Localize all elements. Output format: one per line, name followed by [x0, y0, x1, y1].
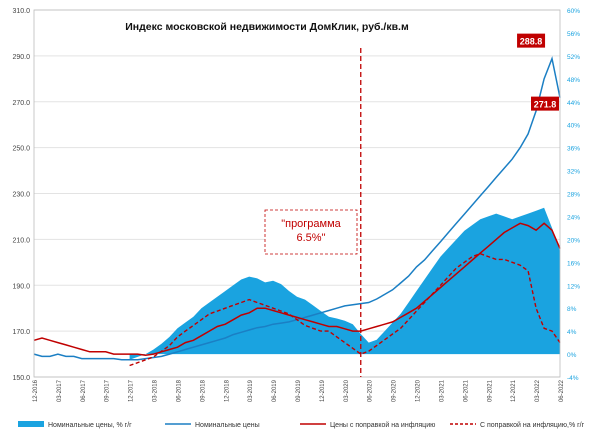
y-left-tick-label: 290.0	[12, 54, 30, 61]
x-tick-label: 06-2017	[81, 379, 87, 402]
y-left-tick-label: 190.0	[12, 283, 30, 290]
x-tick-label: 03-2018	[153, 379, 159, 402]
y-left-tick-label: 230.0	[12, 192, 30, 199]
callout-box	[517, 33, 546, 48]
legend-label: Номинальные цены, % г/г	[48, 422, 132, 429]
y-right-tick-label: 20%	[567, 237, 580, 244]
y-left-tick-label: 270.0	[12, 100, 30, 107]
x-tick-label: 03-2021	[439, 379, 445, 402]
y-right-tick-label: 12%	[567, 283, 580, 290]
x-tick-label: 12-2018	[224, 379, 230, 402]
y-right-tick-label: 32%	[567, 169, 580, 176]
x-tick-label: 09-2021	[487, 379, 493, 402]
y-right-tick-label: 4%	[567, 329, 577, 336]
x-tick-label: 03-2017	[57, 379, 63, 402]
series-line-real-price	[33, 222, 561, 356]
y-left-tick-label: 210.0	[12, 237, 30, 244]
plot-border	[33, 9, 561, 378]
annotation-line: "программа	[281, 218, 341, 230]
y-right-tick-label: -4%	[567, 375, 579, 382]
x-tick-label: 12-2020	[416, 379, 422, 402]
y-right-tick-label: 24%	[567, 214, 580, 221]
x-tick-label: 03-2019	[248, 379, 254, 402]
x-tick-label: 06-2022	[559, 379, 565, 402]
x-tick-label: 12-2019	[320, 379, 326, 402]
legend-label: Цены с поправкой на инфляцию	[330, 421, 435, 429]
annotation-line: 6.5%"	[297, 232, 326, 244]
y-right-tick-label: 44%	[567, 100, 580, 107]
x-tick-label: 06-2019	[272, 379, 278, 402]
chart-title: Индекс московской недвижимости ДомКлик, …	[125, 21, 409, 33]
callout-box	[531, 96, 559, 111]
y-left-tick-label: 250.0	[12, 146, 30, 153]
y-left-tick-label: 150.0	[12, 375, 30, 382]
x-tick-label: 06-2018	[176, 379, 182, 402]
y-right-tick-label: 16%	[567, 260, 580, 267]
series-area-nominal-yoy	[129, 207, 560, 360]
callout-label: 271.8	[534, 100, 557, 110]
x-tick-label: 12-2016	[33, 379, 39, 402]
legend-label: Номинальные цены	[195, 422, 260, 429]
x-tick-label: 09-2020	[392, 379, 398, 402]
series-line-real-yoy	[129, 252, 561, 367]
legend-label: С поправкой на инфляцию,% г/г	[480, 421, 585, 429]
y-right-tick-label: 60%	[567, 8, 580, 15]
y-right-tick-label: 36%	[567, 146, 580, 153]
x-tick-label: 09-2017	[105, 379, 111, 402]
y-right-tick-label: 28%	[567, 192, 580, 199]
y-right-tick-label: 56%	[567, 31, 580, 38]
annotation-box	[264, 209, 358, 255]
annotation-text: "программа 6.5%"	[281, 218, 341, 244]
legend-swatch	[18, 421, 44, 427]
y-left-tick-label: 310.0	[12, 8, 30, 15]
x-tick-label: 06-2021	[463, 379, 469, 402]
y-right-tick-label: 40%	[567, 123, 580, 130]
x-tick-label: 12-2021	[511, 379, 517, 402]
x-tick-label: 12-2017	[129, 379, 135, 402]
x-tick-label: 03-2020	[344, 379, 350, 402]
x-tick-label: 03-2022	[535, 379, 541, 402]
y-right-tick-label: 52%	[567, 54, 580, 61]
x-tick-label: 06-2020	[368, 379, 374, 402]
callout-label: 288.8	[520, 37, 543, 47]
x-tick-label: 09-2018	[200, 379, 206, 402]
y-right-tick-label: 48%	[567, 77, 580, 84]
x-tick-label: 09-2019	[296, 379, 302, 402]
y-right-tick-label: 0%	[567, 352, 577, 359]
y-left-tick-label: 170.0	[12, 329, 30, 336]
y-right-tick-label: 8%	[567, 306, 577, 313]
